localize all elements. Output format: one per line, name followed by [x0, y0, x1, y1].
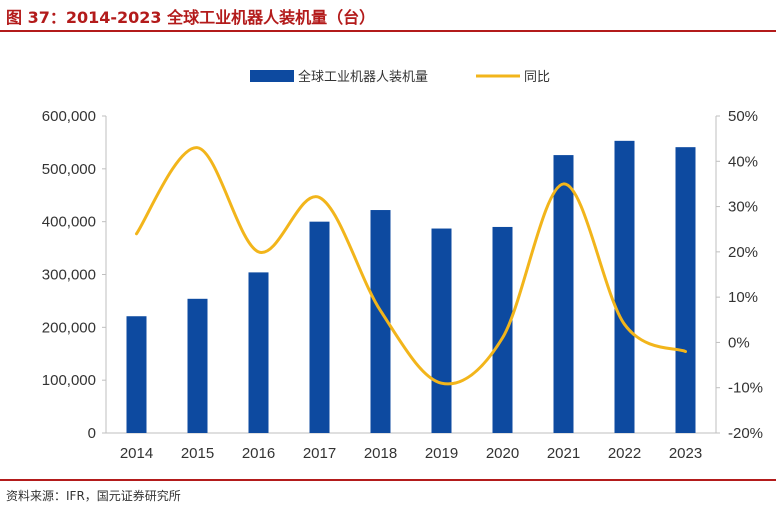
- legend-line-label: 同比: [524, 70, 550, 85]
- x-tick-label: 2021: [547, 445, 580, 462]
- combo-chart: 0 100,000 200,000 300,000 400,000 500,000 600,…: [42, 69, 763, 462]
- figure-title: 图 37：2014-2023 全球工业机器人装机量（台）: [6, 8, 376, 27]
- bar: [675, 147, 696, 433]
- x-tick-label: 2022: [608, 445, 641, 462]
- bar: [248, 272, 269, 433]
- right-tick-label: 50%: [728, 108, 758, 125]
- legend-bar-swatch: [250, 70, 294, 82]
- x-tick-label: 2015: [181, 445, 214, 462]
- left-tick-label: 600,000: [42, 108, 96, 125]
- bar: [126, 316, 147, 433]
- bar: [553, 155, 574, 433]
- right-tick-label: 30%: [728, 199, 758, 216]
- title-divider: [0, 30, 776, 32]
- bar: [309, 221, 330, 433]
- yoy-line: [135, 146, 687, 386]
- right-tick-label: 0%: [728, 334, 750, 351]
- left-tick-label: 300,000: [42, 267, 96, 284]
- source-note: 资料来源：IFR，国元证券研究所: [6, 489, 181, 503]
- left-tick-label: 100,000: [42, 372, 96, 389]
- x-tick-label: 2019: [425, 445, 458, 462]
- right-tick-label: -20%: [728, 425, 763, 442]
- bar: [431, 228, 452, 433]
- right-tick-label: 20%: [728, 244, 758, 261]
- right-tick-label: 10%: [728, 289, 758, 306]
- bar: [492, 226, 513, 433]
- bar: [614, 140, 635, 433]
- x-tick-label: 2018: [364, 445, 397, 462]
- x-tick-label: 2023: [669, 445, 702, 462]
- left-tick-label: 400,000: [42, 214, 96, 231]
- bar: [187, 298, 208, 433]
- legend-bar-label: 全球工业机器人装机量: [298, 69, 428, 85]
- x-tick-label: 2016: [242, 445, 275, 462]
- x-tick-label: 2014: [120, 445, 153, 462]
- bar: [370, 210, 391, 433]
- left-tick-label: 0: [88, 425, 96, 442]
- x-tick-label: 2017: [303, 445, 336, 462]
- right-tick-label: 40%: [728, 153, 758, 170]
- source-divider: [0, 479, 776, 481]
- left-tick-label: 200,000: [42, 319, 96, 336]
- right-tick-label: -10%: [728, 380, 763, 397]
- left-tick-label: 500,000: [42, 161, 96, 178]
- x-tick-label: 2020: [486, 445, 519, 462]
